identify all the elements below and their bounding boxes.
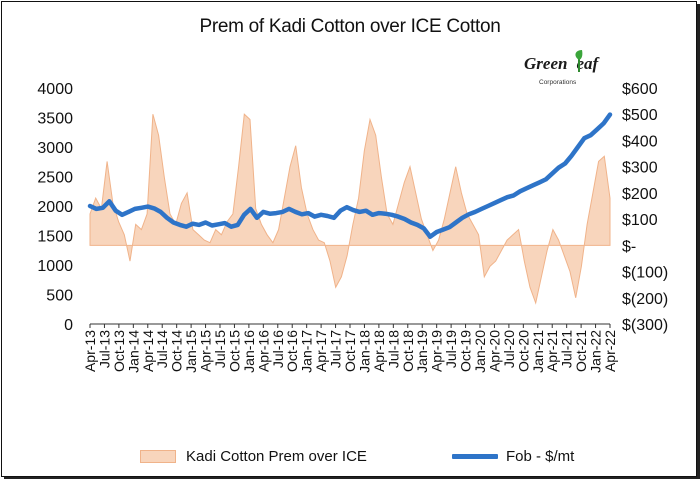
x-axis-tick-label: Apr-21	[544, 330, 560, 372]
right-axis-tick-label: $(100)	[622, 265, 668, 282]
chart-title: Prem of Kadi Cotton over ICE Cotton	[199, 16, 501, 37]
x-axis-tick-label: Jul-13	[96, 330, 112, 368]
left-axis-tick-label: 2500	[37, 170, 73, 187]
x-axis-tick-label: Oct-20	[515, 330, 531, 372]
left-axis-tick-label: 2000	[37, 199, 73, 216]
x-axis-tick-label: Apr-17	[313, 330, 329, 372]
right-axis-tick-label: $100	[622, 212, 658, 229]
left-axis-tick-label: 3500	[37, 111, 73, 128]
left-axis-tick-label: 500	[46, 288, 73, 305]
right-axis-tick-label: $600	[622, 81, 658, 98]
greenleaf-logo: Green eaf Corporations	[524, 50, 604, 94]
x-axis-tick-label: Oct-16	[284, 330, 300, 372]
x-axis-tick-label: Oct-15	[226, 330, 242, 372]
legend-item-area: Kadi Cotton Prem over ICE	[140, 448, 367, 465]
right-axis-tick-label: $500	[622, 107, 658, 124]
x-axis-tick-label: Jul-20	[501, 330, 517, 368]
legend-label-line: Fob - $/mt	[506, 448, 575, 465]
right-axis-tick-label: $400	[622, 133, 658, 150]
x-axis-tick-label: Apr-16	[255, 330, 271, 372]
x-axis-tick-label: Oct-21	[573, 330, 589, 372]
x-axis-tick-label: Jan-15	[183, 330, 199, 373]
x-axis-tick-label: Jan-16	[241, 330, 257, 373]
x-axis-tick-label: Jan-14	[125, 330, 141, 373]
legend-swatch-area	[140, 450, 176, 463]
x-axis-tick-label: Apr-19	[429, 330, 445, 372]
left-axis-tick-label: 1000	[37, 258, 73, 275]
x-axis-tick-label: Oct-17	[342, 330, 358, 372]
x-axis-tick-label: Apr-20	[486, 330, 502, 372]
x-axis-tick-label: Jan-21	[530, 330, 546, 373]
x-axis-tick-label: Jul-18	[385, 330, 401, 368]
x-axis-tick-label: Jul-19	[443, 330, 459, 368]
legend-swatch-line	[452, 454, 498, 459]
logo-subtitle: Corporations	[539, 79, 577, 86]
x-axis-tick-label: Apr-15	[198, 330, 214, 372]
legend-label-area: Kadi Cotton Prem over ICE	[186, 448, 367, 465]
x-axis-tick-label: Apr-13	[82, 330, 98, 372]
x-axis-tick-label: Jan-20	[472, 330, 488, 373]
left-axis-tick-label: 4000	[37, 81, 73, 98]
x-axis-tick-label: Jan-18	[356, 330, 372, 373]
left-axis-tick-label: 3000	[37, 140, 73, 157]
right-axis-tick-label: $300	[622, 160, 658, 177]
x-axis-tick-label: Apr-22	[602, 330, 618, 372]
x-axis-tick-label: Oct-18	[400, 330, 416, 372]
x-axis-tick-label: Jul-21	[559, 330, 575, 368]
x-axis-tick-label: Jan-22	[588, 330, 604, 373]
series-line-fob	[87, 112, 613, 239]
x-axis-tick-label: Jul-16	[270, 330, 286, 368]
right-axis-tick-label: $(200)	[622, 291, 668, 308]
x-axis-tick-label: Apr-18	[371, 330, 387, 372]
logo-wordmark: Green eaf	[524, 54, 599, 73]
right-axis-tick-label: $-	[622, 238, 636, 255]
x-axis-tick-label: Jul-15	[212, 330, 228, 368]
x-axis-tick-label: Oct-14	[169, 330, 185, 372]
leaf-icon	[575, 50, 583, 72]
x-axis-tick-label: Oct-13	[111, 330, 127, 372]
x-axis-tick-label: Jul-14	[154, 330, 170, 368]
left-axis-tick-label: 0	[64, 317, 73, 334]
x-axis-tick-label: Jul-17	[328, 330, 344, 368]
right-axis-tick-label: $200	[622, 186, 658, 203]
left-axis-tick-label: 1500	[37, 229, 73, 246]
x-axis-tick-label: Oct-19	[458, 330, 474, 372]
chart-legend: Kadi Cotton Prem over ICE Fob - $/mt	[0, 448, 700, 468]
x-axis-tick-label: Jan-19	[414, 330, 430, 373]
right-axis-tick-label: $(300)	[622, 317, 668, 334]
legend-item-line: Fob - $/mt	[452, 448, 574, 465]
x-axis-tick-label: Jan-17	[299, 330, 315, 373]
x-axis-tick-label: Apr-14	[140, 330, 156, 372]
